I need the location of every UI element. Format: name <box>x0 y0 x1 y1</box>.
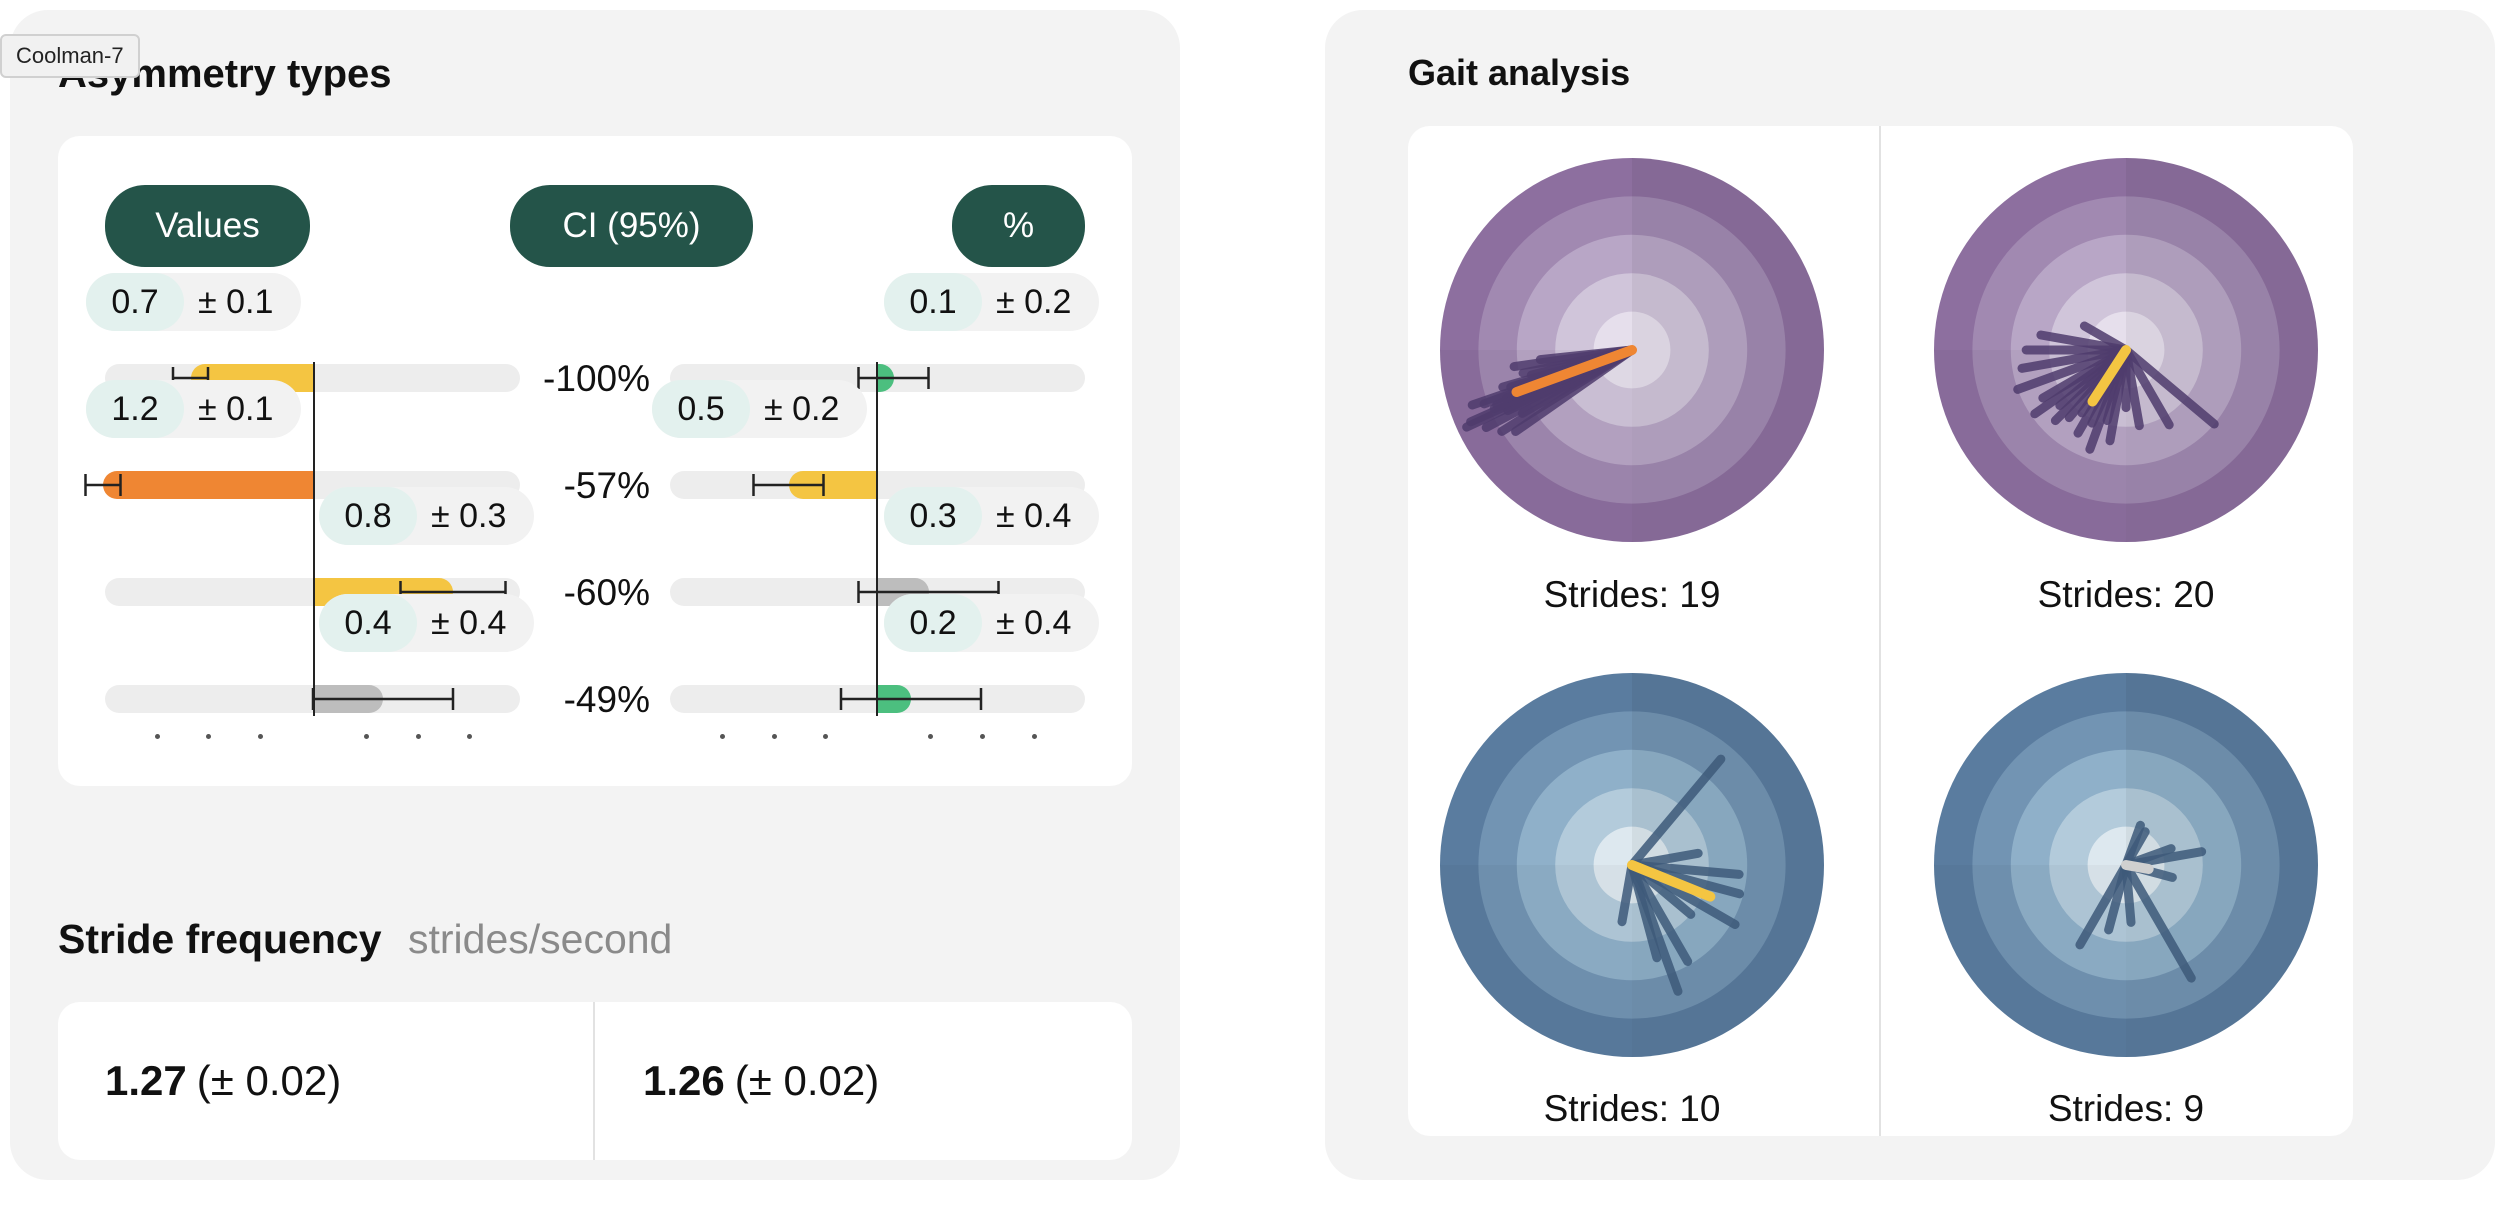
left-value-badge-1: 0.7 ± 0.1 <box>86 273 301 331</box>
right-error-bar-1 <box>857 367 930 389</box>
right-value-badge-1: 0.1 ± 0.2 <box>884 273 1099 331</box>
stride-frequency-right-ci: (± 0.02) <box>734 1057 880 1104</box>
left-error-bar-2 <box>84 474 122 496</box>
stride-frequency-right: 1.26 (± 0.02) <box>643 1050 879 1112</box>
stride-frequency-card <box>58 1002 1132 1160</box>
ci-header-button[interactable]: CI (95%) <box>510 185 753 267</box>
right-error-bar-4 <box>839 688 983 710</box>
right-axis-dot-2 <box>772 734 777 739</box>
left-axis-dot-3 <box>258 734 263 739</box>
right-axis-dot-1 <box>720 734 725 739</box>
left-value-1: 0.7 <box>86 273 184 331</box>
right-axis-dot-4 <box>928 734 933 739</box>
stride-frequency-unit: strides/second <box>408 916 673 962</box>
strides-label-2: Strides: 20 <box>2037 574 2215 615</box>
right-axis-dot-5 <box>980 734 985 739</box>
strides-label-1: Strides: 19 <box>1543 574 1721 615</box>
percent-1: -100% <box>543 358 650 399</box>
left-value-3: 0.8 <box>319 487 417 545</box>
left-axis-dot-2 <box>206 734 211 739</box>
left-zero-axis <box>313 362 315 716</box>
right-value-badge-2: 0.5 ± 0.2 <box>652 380 867 438</box>
left-axis-dot-4 <box>364 734 369 739</box>
left-value-2: 1.2 <box>86 380 184 438</box>
left-axis-dot-6 <box>467 734 472 739</box>
right-value-1: 0.1 <box>884 273 982 331</box>
left-bar-2 <box>103 471 313 499</box>
percent-header-button[interactable]: % <box>952 185 1085 267</box>
right-value-4: 0.2 <box>884 594 982 652</box>
values-header-button[interactable]: Values <box>105 185 310 267</box>
stride-frequency-left-ci: (± 0.02) <box>196 1057 342 1104</box>
percent-2: -57% <box>563 465 650 506</box>
right-value-2: 0.5 <box>652 380 750 438</box>
left-value-badge-3: 0.8 ± 0.3 <box>319 487 534 545</box>
gait-divider <box>1879 126 1881 1136</box>
left-error-4: ± 0.4 <box>431 603 507 642</box>
left-value-badge-4: 0.4 ± 0.4 <box>319 594 534 652</box>
left-error-2: ± 0.1 <box>198 389 274 428</box>
right-axis-dot-3 <box>823 734 828 739</box>
gait-title: Gait analysis <box>1408 52 1631 93</box>
stride-frequency-title: Stride frequency <box>58 916 382 962</box>
right-error-1: ± 0.2 <box>996 282 1072 321</box>
right-value-badge-3: 0.3 ± 0.4 <box>884 487 1099 545</box>
percent-3: -60% <box>563 572 650 613</box>
left-value-4: 0.4 <box>319 594 417 652</box>
right-error-2: ± 0.2 <box>764 389 840 428</box>
right-error-4: ± 0.4 <box>996 603 1072 642</box>
strides-label-4: Strides: 9 <box>2047 1088 2205 1129</box>
stride-frequency-right-value: 1.26 <box>643 1057 725 1104</box>
left-axis-dot-5 <box>416 734 421 739</box>
left-value-badge-2: 1.2 ± 0.1 <box>86 380 301 438</box>
stride-frequency-left: 1.27 (± 0.02) <box>105 1050 341 1112</box>
left-error-3: ± 0.3 <box>431 496 507 535</box>
right-error-bar-2 <box>752 474 825 496</box>
strides-label-3: Strides: 10 <box>1543 1088 1721 1129</box>
right-value-3: 0.3 <box>884 487 982 545</box>
right-error-3: ± 0.4 <box>996 496 1072 535</box>
window-tag: Coolman-7 <box>0 34 140 78</box>
stride-frequency-divider <box>593 1002 595 1160</box>
right-value-badge-4: 0.2 ± 0.4 <box>884 594 1099 652</box>
stride-frequency-left-value: 1.27 <box>105 1057 187 1104</box>
left-axis-dot-1 <box>155 734 160 739</box>
left-error-1: ± 0.1 <box>198 282 274 321</box>
right-axis-dot-6 <box>1032 734 1037 739</box>
right-zero-axis <box>876 362 878 716</box>
percent-4: -49% <box>563 679 650 720</box>
